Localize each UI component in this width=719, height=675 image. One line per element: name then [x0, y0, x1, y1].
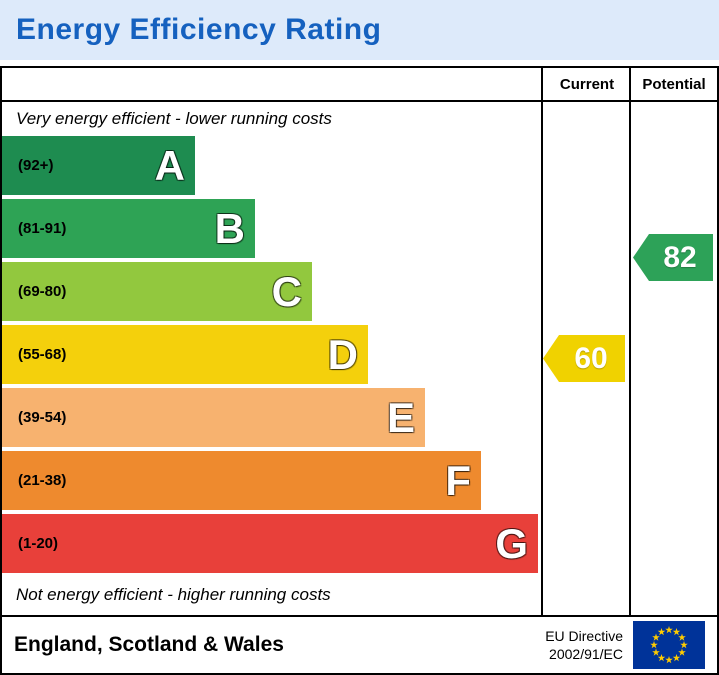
band-range-label: (81-91)	[18, 220, 67, 237]
band-letter: D	[327, 330, 358, 378]
column-header-potential: Potential	[642, 75, 706, 93]
band-b: (81-91) B	[2, 199, 255, 258]
page-title: Energy Efficiency Rating	[16, 13, 382, 46]
band-list: (92+) A (81-91) B (69-80) C (55-68) D (3…	[2, 136, 541, 573]
current-column-divider	[541, 68, 543, 615]
band-letter: E	[386, 393, 415, 441]
band-letter: B	[214, 204, 245, 252]
eu-flag-icon	[633, 621, 705, 669]
band-range-label: (39-54)	[18, 409, 67, 426]
title-banner: Energy Efficiency Rating	[0, 0, 719, 60]
footer-right: EU Directive 2002/91/EC	[545, 621, 705, 669]
band-a: (92+) A	[2, 136, 195, 195]
chart-body: Very energy efficient - lower running co…	[2, 102, 717, 615]
band-c: (69-80) C	[2, 262, 312, 321]
bottom-note: Not energy efficient - higher running co…	[16, 585, 331, 604]
column-header-current: Current	[559, 75, 615, 93]
band-d: (55-68) D	[2, 325, 368, 384]
band-range-label: (21-38)	[18, 472, 67, 489]
band-range-label: (1-20)	[18, 535, 59, 552]
eu-directive-line2: 2002/91/EC	[549, 646, 623, 662]
band-letter: G	[495, 519, 528, 567]
top-note: Very energy efficient - lower running co…	[16, 109, 332, 128]
eu-directive-label: EU Directive 2002/91/EC	[545, 627, 623, 663]
chart-header: Current Potential	[2, 68, 717, 102]
band-e: (39-54) E	[2, 388, 425, 447]
potential-value: 82	[663, 240, 697, 274]
band-letter: C	[271, 267, 302, 315]
band-range-label: (92+)	[18, 157, 54, 174]
band-letter: F	[445, 456, 471, 504]
header-spacer	[2, 68, 543, 100]
region-label: England, Scotland & Wales	[14, 633, 284, 656]
current-value: 60	[574, 341, 608, 375]
eu-directive-line1: EU Directive	[545, 627, 623, 644]
energy-efficiency-chart: Current Potential Very energy efficient …	[0, 66, 719, 617]
band-letter: A	[154, 141, 185, 189]
band-range-label: (69-80)	[18, 283, 67, 300]
band-range-label: (55-68)	[18, 346, 67, 363]
current-indicator: 60	[543, 335, 625, 382]
band-g: (1-20) G	[2, 514, 538, 573]
band-f: (21-38) F	[2, 451, 481, 510]
potential-indicator: 82	[633, 234, 713, 281]
footer: England, Scotland & Wales EU Directive 2…	[0, 617, 719, 675]
potential-column-divider	[629, 68, 631, 615]
